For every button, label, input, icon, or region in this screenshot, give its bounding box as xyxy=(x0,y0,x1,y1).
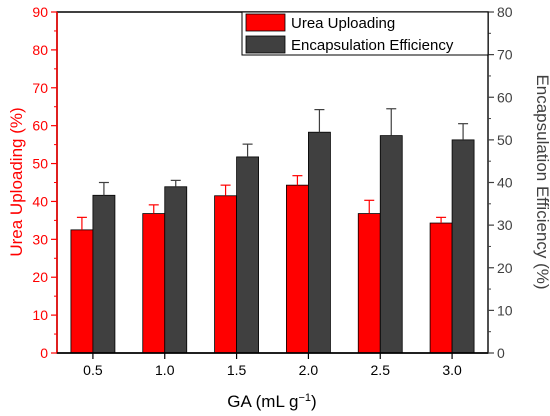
left-tick-label: 80 xyxy=(32,42,48,58)
legend-swatch-urea-uploading xyxy=(245,13,286,32)
legend-swatch-encapsulation-efficiency xyxy=(245,35,286,54)
bar-urea-uploading-2.0 xyxy=(286,184,309,354)
left-tick-label: 20 xyxy=(32,269,48,285)
bar-urea-uploading-1.0 xyxy=(142,213,166,354)
right-y-axis: 0 10 20 30 40 50 60 70 80 xyxy=(487,4,513,361)
x-axis-label: GA (mL g−1) xyxy=(227,392,316,411)
left-tick-label: 10 xyxy=(32,307,48,323)
bar-encapsulation-efficiency-1.5 xyxy=(236,156,259,354)
left-tick-label: 90 xyxy=(32,4,48,20)
x-tick-label: 2.0 xyxy=(299,362,319,378)
left-tick-label: 60 xyxy=(32,118,48,134)
left-y-axis: 0 10 20 30 40 50 60 70 80 90 xyxy=(32,4,58,361)
right-tick-label: 30 xyxy=(497,217,513,233)
bar-encapsulation-efficiency-2.5 xyxy=(379,135,403,354)
left-tick-label: 50 xyxy=(32,156,48,172)
bar-encapsulation-efficiency-3.0 xyxy=(451,139,475,354)
bar-encapsulation-efficiency-0.5 xyxy=(92,194,116,354)
right-tick-label: 0 xyxy=(497,345,505,361)
bar-encapsulation-efficiency-2.0 xyxy=(308,131,331,354)
right-tick-label: 80 xyxy=(497,4,513,20)
legend-label-urea-uploading: Urea Uploading xyxy=(291,15,395,32)
bar-urea-uploading-0.5 xyxy=(70,229,94,354)
right-tick-label: 10 xyxy=(497,302,513,318)
bar-urea-uploading-3.0 xyxy=(429,222,453,354)
legend: Urea Uploading Encapsulation Efficiency xyxy=(241,11,489,56)
x-tick-label: 3.0 xyxy=(442,362,462,378)
x-tick-label: 1.0 xyxy=(155,362,175,378)
left-tick-label: 70 xyxy=(32,80,48,96)
x-tick-label: 1.5 xyxy=(227,362,247,378)
bar-encapsulation-efficiency-1.0 xyxy=(164,186,188,354)
y-axis-left-label: Urea Uploading (%) xyxy=(7,107,26,256)
right-tick-label: 50 xyxy=(497,132,513,148)
x-axis: 0.5 1.0 1.5 2.0 2.5 3.0 xyxy=(57,352,488,378)
bar-urea-uploading-2.5 xyxy=(357,213,381,354)
left-tick-label: 40 xyxy=(32,193,48,209)
legend-label-encapsulation-efficiency: Encapsulation Efficiency xyxy=(291,37,454,54)
bars-layer xyxy=(70,131,475,354)
plot-area-frame xyxy=(56,11,489,354)
left-tick-label: 30 xyxy=(32,231,48,247)
error-bars-layer xyxy=(76,108,469,230)
left-tick-label: 0 xyxy=(40,345,48,361)
x-tick-label: 2.5 xyxy=(371,362,391,378)
x-tick-label: 0.5 xyxy=(83,362,103,378)
right-tick-label: 70 xyxy=(497,47,513,63)
bar-urea-uploading-1.5 xyxy=(214,195,237,354)
right-tick-label: 40 xyxy=(497,175,513,191)
right-tick-label: 60 xyxy=(497,89,513,105)
y-axis-right-label: Encapsulation Efficiency (%) xyxy=(533,74,550,289)
right-tick-label: 20 xyxy=(497,260,513,276)
